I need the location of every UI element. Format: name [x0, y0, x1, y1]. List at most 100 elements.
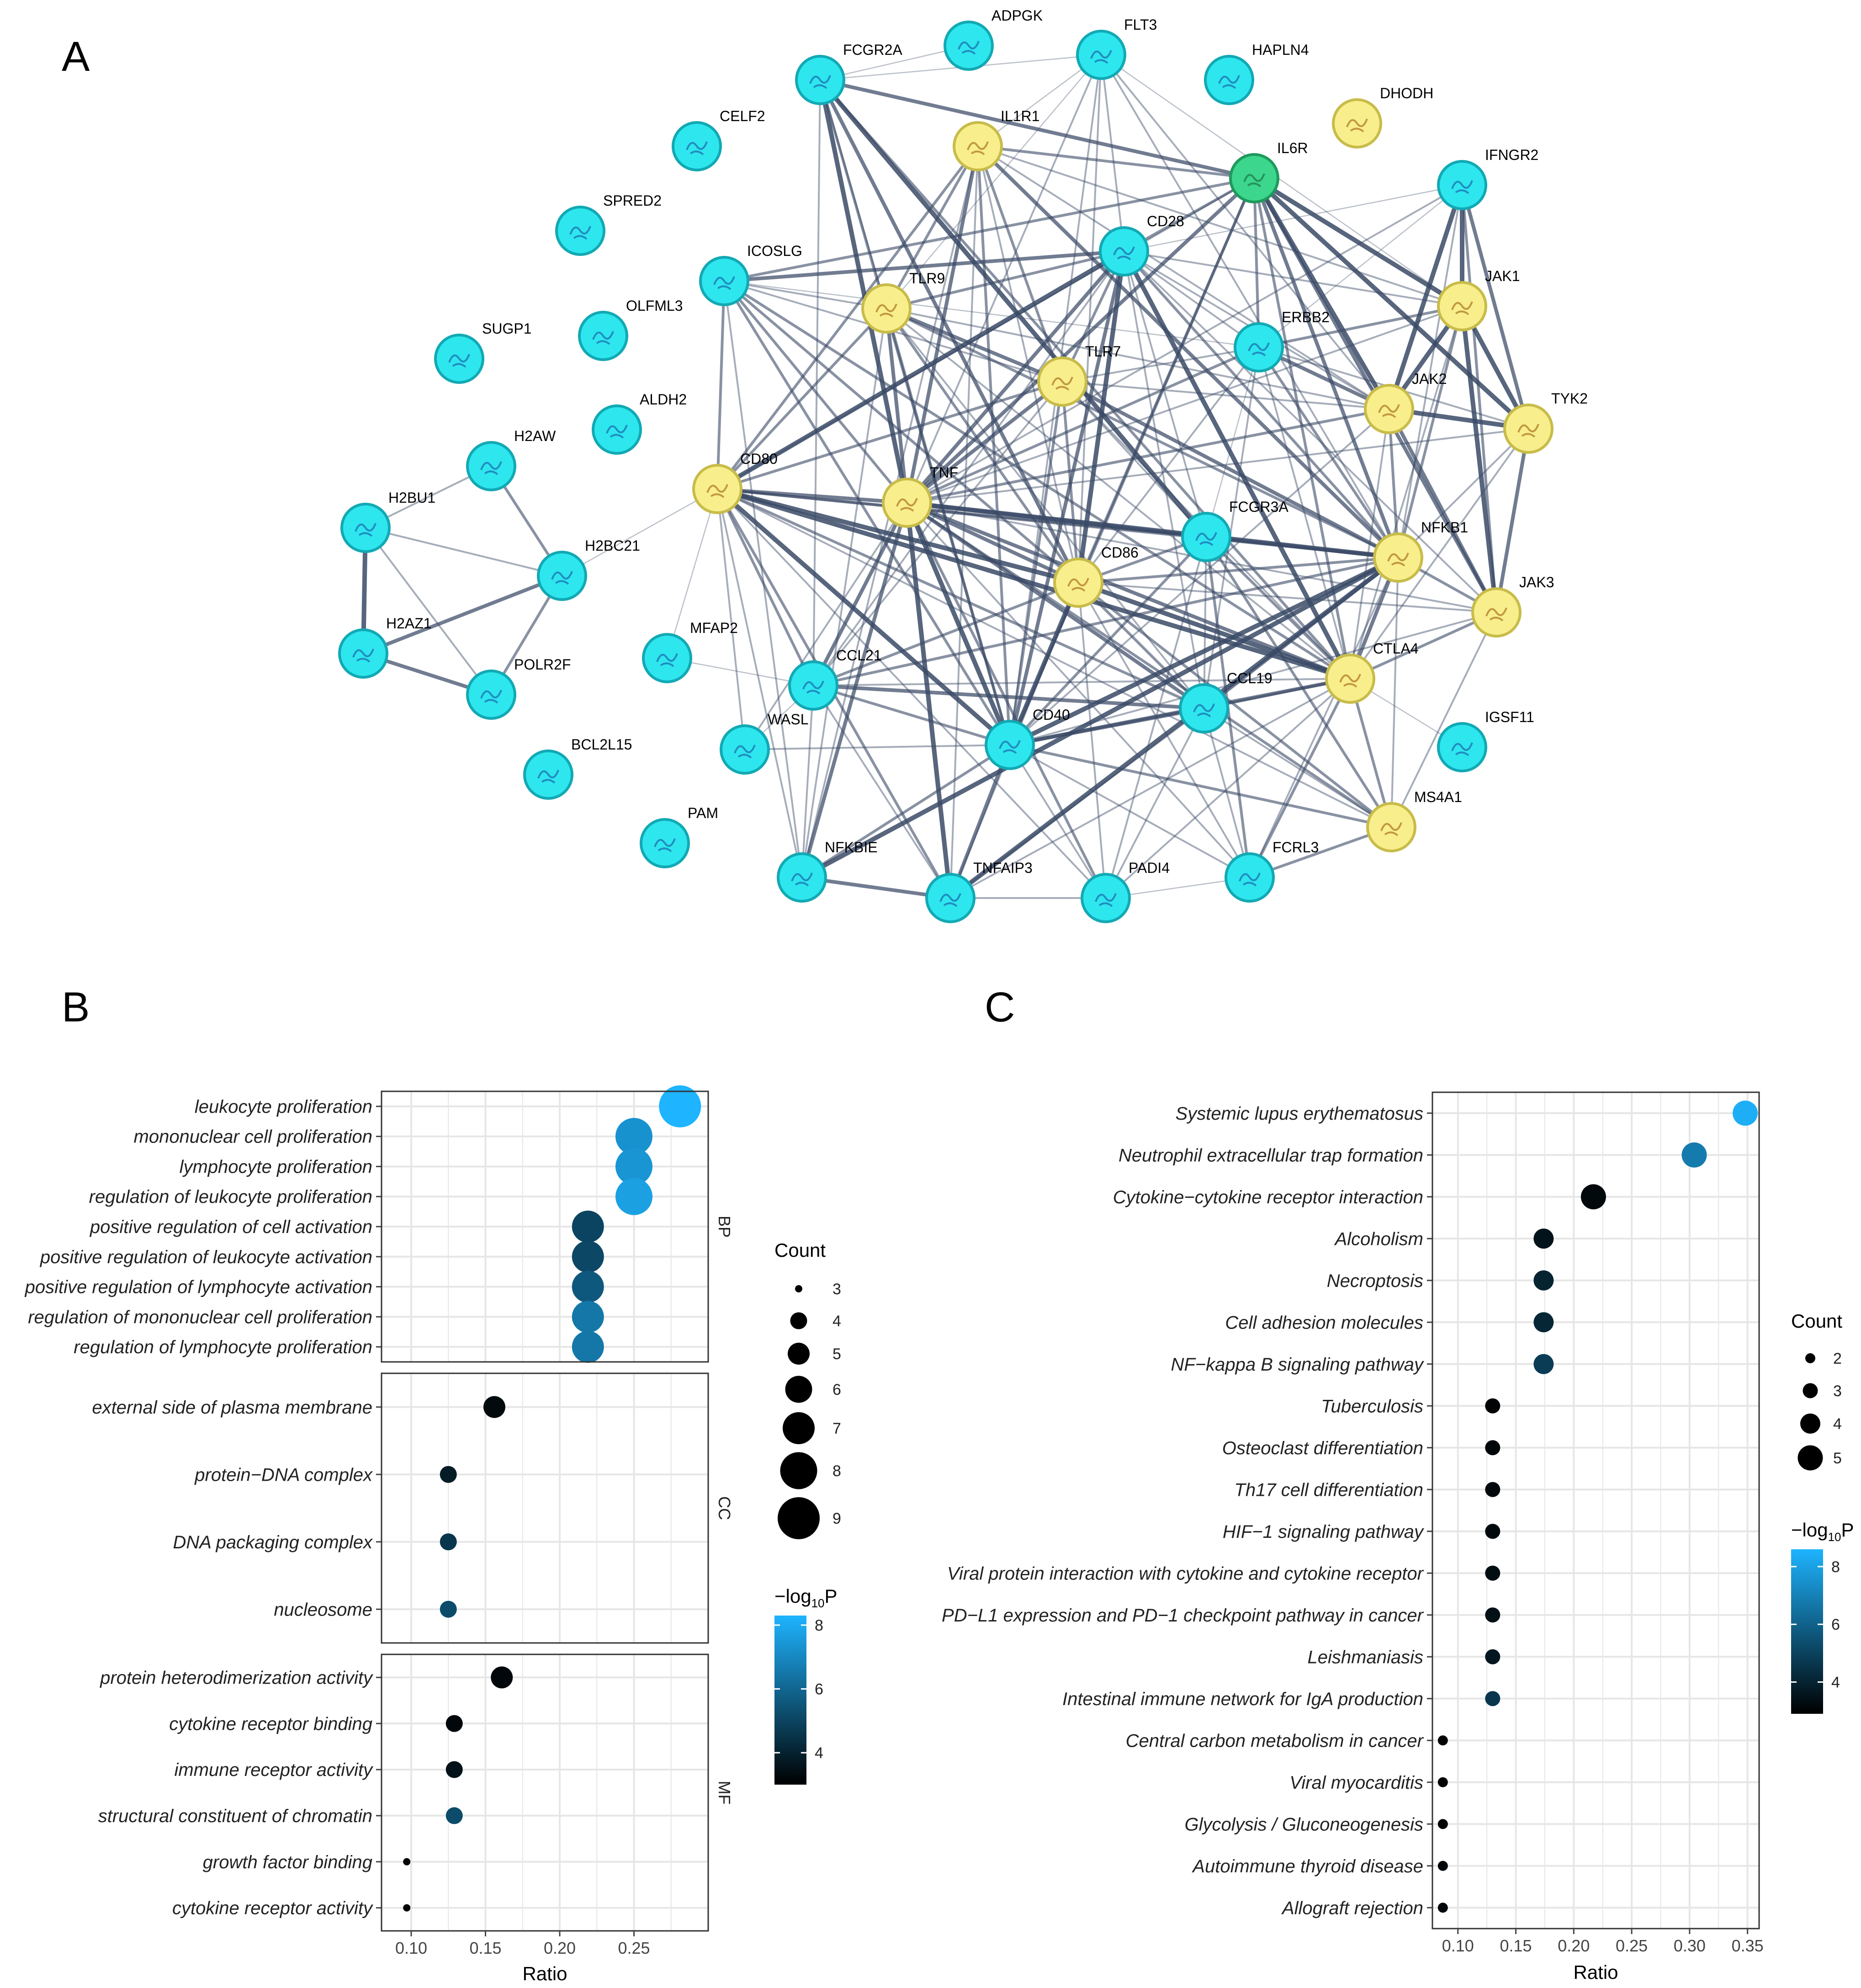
protein-structure-icon	[896, 498, 918, 512]
x-tick-label: 0.10	[395, 1939, 427, 1957]
x-tick-label: 0.10	[1442, 1936, 1474, 1955]
edge-tnf-cd86	[905, 501, 1080, 585]
edge-erbb2-fcgr3a	[1205, 346, 1260, 538]
term-label-necroptosis: Necroptosis	[1327, 1271, 1423, 1291]
data-point-nf-kappa-b-signaling-pathway	[1533, 1354, 1554, 1374]
panel-label-a: A	[62, 33, 90, 80]
protein-structure-icon	[1051, 377, 1073, 391]
edge-icoslg-tnf	[723, 280, 908, 504]
facet-panel-border	[381, 1372, 709, 1644]
data-point-systemic-lupus-erythematosus	[1733, 1100, 1758, 1126]
edge-ccl19-padi4	[1105, 707, 1205, 899]
size-legend-dot	[1800, 1414, 1820, 1434]
edge-cd86-ctla4	[1076, 580, 1352, 681]
edge-erbb2-nfkb1	[1257, 346, 1400, 559]
edge-il6r-tyk2	[1252, 176, 1531, 431]
node-label-tnfaip3: TNFAIP3	[973, 860, 1033, 876]
term-label-hif-1-signaling-pathway: HIF−1 signaling pathway	[1223, 1522, 1425, 1542]
edge-ccl21-cd40	[812, 684, 1011, 746]
edge-nfkb1-cd40	[1007, 555, 1400, 747]
term-label-autoimmune-thyroid-disease: Autoimmune thyroid disease	[1192, 1856, 1423, 1876]
node-ifngr2: IFNGR2	[1437, 147, 1538, 210]
size-legend: Count 3 4 5 6 7 8 9	[774, 1239, 841, 1539]
term-label-structural-constituent-of-chromatin: structural constituent of chromatin	[98, 1806, 372, 1826]
edge-il6r-icoslg	[723, 177, 1256, 282]
data-point-growth-factor-binding	[403, 1858, 411, 1866]
edge-il1r1-tnfaip3	[949, 145, 979, 899]
edge-tnf-tnfaip3	[905, 500, 953, 900]
protein-structure-icon	[713, 276, 735, 290]
data-point-positive-regulation-of-cell-activation	[572, 1211, 604, 1243]
node-tlr9: TLR9	[861, 270, 945, 334]
protein-structure-icon	[1090, 50, 1112, 64]
size-legend-label: 7	[832, 1420, 841, 1437]
edge-fcgr2a-adpgk	[819, 45, 970, 81]
node-h2aw: H2AW	[466, 428, 556, 491]
edge-erbb2-ctla4	[1258, 346, 1351, 680]
edge-cd28-tlr9	[885, 250, 1125, 310]
data-point-intestinal-immune-network-for-iga-production	[1485, 1691, 1500, 1706]
data-point-cytokine-receptor-binding	[445, 1715, 463, 1732]
edge-icoslg-nfkbie	[723, 280, 803, 878]
size-legend: Count 2 3 4 5	[1791, 1310, 1842, 1471]
protein-structure-icon	[1195, 532, 1217, 546]
edge-jak3-cd86	[1077, 582, 1497, 613]
node-label-wasl: WASL	[768, 711, 809, 728]
data-point-protein-heterodimerization-activity	[491, 1666, 513, 1689]
node-label-h2bu1: H2BU1	[388, 489, 435, 506]
edge-h2bc21-h2az1	[361, 574, 564, 655]
edge-tlr9-cd40	[885, 307, 1011, 746]
node-mfap2: MFAP2	[642, 620, 738, 683]
protein-structure-icon	[958, 41, 980, 55]
data-point-nucleosome	[440, 1600, 457, 1618]
protein-structure-icon	[656, 653, 678, 667]
size-legend-label: 6	[832, 1381, 841, 1398]
protein-structure-icon	[734, 744, 756, 759]
term-label-neutrophil-extracellular-trap-formation: Neutrophil extracellular trap formation	[1119, 1145, 1423, 1165]
edge-il6r-nfkb1	[1252, 176, 1400, 559]
term-label-intestinal-immune-network-for-iga-production: Intestinal immune network for IgA produc…	[1062, 1689, 1423, 1709]
edge-cd80-cd40	[715, 487, 1012, 747]
edge-ccl21-tnfaip3	[812, 685, 951, 899]
node-label-olfml3: OLFML3	[626, 298, 683, 314]
protein-structure-icon	[791, 872, 813, 887]
node-cd80: CD80	[692, 451, 778, 514]
node-label-jak1: JAK1	[1485, 268, 1520, 284]
term-label-cytokine-receptor-binding: cytokine receptor binding	[169, 1714, 372, 1734]
node-erbb2: ERBB2	[1234, 309, 1330, 372]
term-label-regulation-of-mononuclear-cell-proliferation: regulation of mononuclear cell prolifera…	[28, 1307, 372, 1327]
size-legend-label: 3	[1833, 1382, 1842, 1400]
edge-cd86-ms4a1	[1077, 581, 1393, 829]
data-point-pd-l1-expression-and-pd-1-checkpoint-pathway-in-cancer	[1485, 1607, 1500, 1623]
data-point-mononuclear-cell-proliferation	[615, 1118, 652, 1155]
node-dhodh: DHODH	[1332, 85, 1433, 149]
node-olfml3: OLFML3	[578, 298, 683, 361]
protein-structure-icon	[592, 331, 614, 345]
protein-structure-icon	[355, 523, 376, 537]
facet-panel-bg	[382, 1373, 708, 1643]
edge-tyk2-ctla4	[1349, 428, 1529, 680]
x-tick-label: 0.15	[469, 1939, 501, 1957]
facet-strip-bp: BP	[715, 1216, 734, 1238]
edge-ctla4-padi4	[1105, 678, 1351, 899]
ppi-network: ADPGK FLT3 FCGR2A HAPLN4 CELF2 DHODH IL1R1 IL6R…	[338, 7, 1588, 923]
size-legend-dot	[778, 1497, 820, 1539]
edge-h2bu1-h2bc21	[365, 527, 563, 577]
node-celf2: CELF2	[672, 108, 765, 171]
edge-tnf-ccl21	[811, 501, 909, 687]
edge-il6r-ctla4	[1253, 177, 1352, 680]
protein-structure-icon	[802, 680, 824, 695]
data-point-regulation-of-lymphocyte-proliferation	[572, 1331, 604, 1363]
edge-jak1-cd28	[1123, 250, 1463, 307]
term-label-nf-kappa-b-signaling-pathway: NF−kappa B signaling pathway	[1171, 1355, 1425, 1375]
node-il1r1: IL1R1	[953, 108, 1039, 171]
term-label-protein-dna-complex: protein−DNA complex	[194, 1465, 373, 1485]
plot-panel-border	[1432, 1091, 1760, 1930]
node-label-padi4: PADI4	[1129, 860, 1170, 876]
node-h2az1: H2AZ1	[338, 615, 432, 679]
edge-tlr7-cd86	[1061, 380, 1080, 584]
term-label-protein-heterodimerization-activity: protein heterodimerization activity	[100, 1668, 374, 1688]
term-label-growth-factor-binding: growth factor binding	[203, 1852, 372, 1872]
protein-structure-icon	[448, 354, 470, 368]
